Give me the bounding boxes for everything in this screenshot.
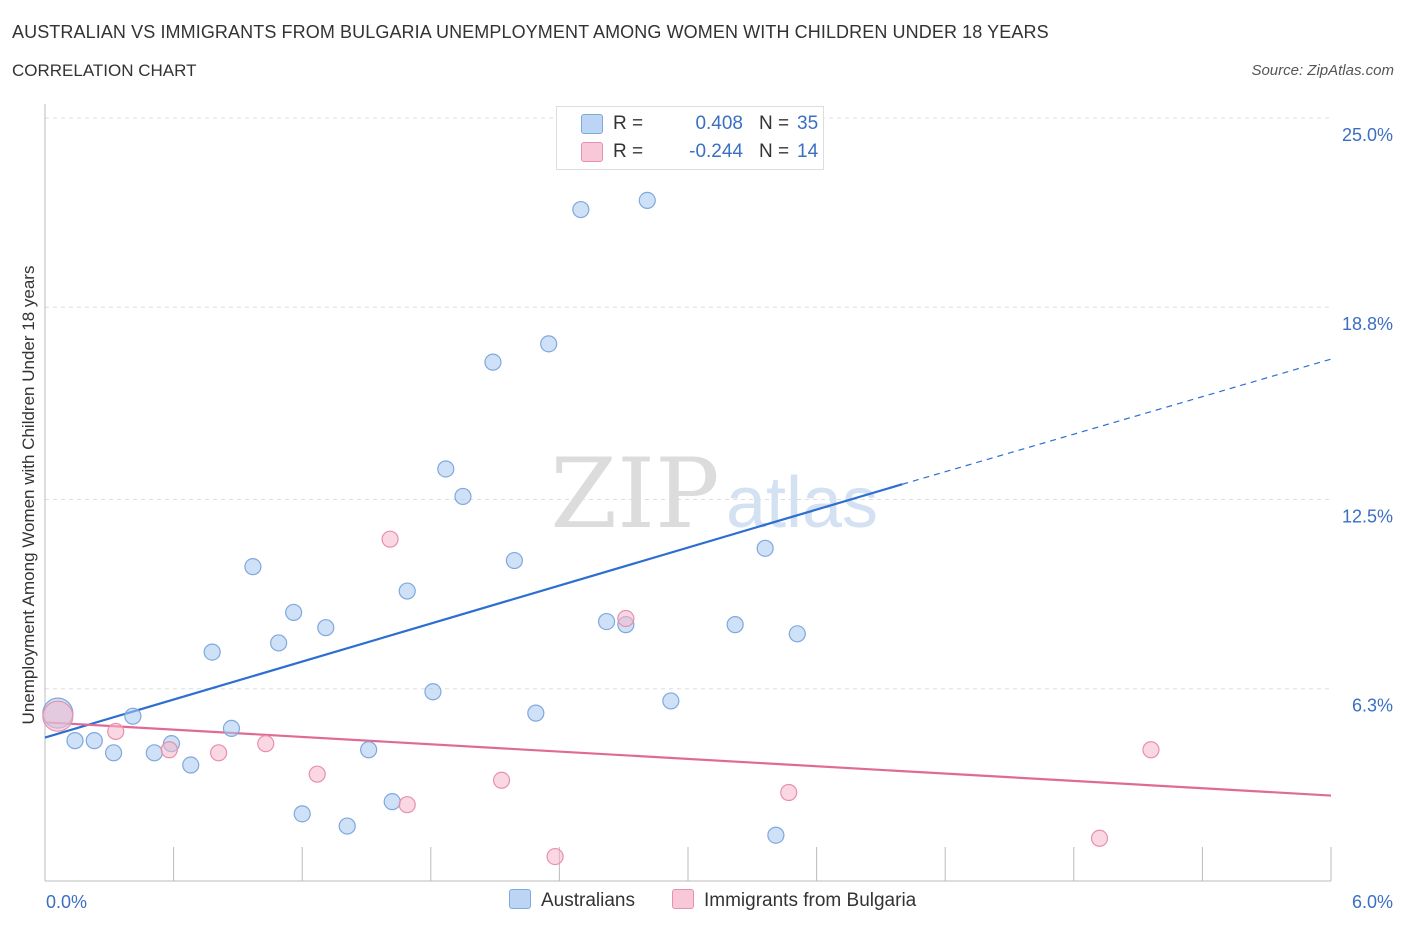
australians-point[interactable]	[540, 335, 558, 353]
australians-point[interactable]	[85, 732, 103, 750]
australians-point[interactable]	[767, 826, 785, 844]
australians-legend-swatch	[509, 889, 531, 909]
n-label: N =	[759, 141, 790, 162]
axes	[44, 104, 1332, 882]
australians-point[interactable]	[662, 692, 680, 710]
y-axis-label: Unemployment Among Women with Children U…	[19, 266, 38, 725]
bulgaria-point[interactable]	[617, 609, 635, 628]
bulgaria-point[interactable]	[780, 783, 798, 802]
bulgaria-point[interactable]	[546, 847, 564, 866]
chart-title: AUSTRALIAN VS IMMIGRANTS FROM BULGARIA U…	[12, 22, 1049, 42]
australians-point[interactable]	[203, 643, 221, 661]
bulgaria-point[interactable]	[492, 771, 511, 789]
y-tick-label: 12.5%	[1342, 507, 1393, 527]
x-tick-label: 6.0%	[1352, 892, 1393, 912]
australians-point[interactable]	[638, 191, 656, 210]
chart-subtitle: CORRELATION CHART	[12, 61, 197, 80]
legend-label: Immigrants from Bulgaria	[704, 890, 917, 911]
australians-point[interactable]	[182, 756, 200, 774]
australians-point[interactable]	[270, 634, 288, 652]
r-label: R =	[613, 113, 644, 134]
australians-point[interactable]	[104, 744, 123, 762]
legend-label: Australians	[541, 890, 635, 911]
r-value: 0.408	[695, 113, 743, 134]
australians-point[interactable]	[726, 616, 744, 634]
stats-legend: R = 0.408 N = 35 R = -0.244 N = 14	[556, 106, 824, 170]
data-points	[42, 191, 1160, 866]
australians-swatch	[581, 114, 603, 134]
australians-point[interactable]	[597, 612, 616, 631]
r-value: -0.244	[689, 141, 743, 162]
australians-point[interactable]	[437, 460, 455, 478]
trend-line-australians	[44, 483, 903, 739]
source-credit: Source: ZipAtlas.com	[1251, 62, 1394, 79]
australians-point[interactable]	[424, 683, 442, 701]
trend-line-extension	[902, 358, 1332, 485]
grid-lines	[45, 117, 1331, 690]
legend-item-bulgaria[interactable]: Immigrants from Bulgaria	[672, 889, 916, 912]
watermark: ZIP atlas	[550, 438, 878, 550]
australians-point[interactable]	[244, 558, 262, 576]
australians-point[interactable]	[285, 603, 303, 622]
australians-point[interactable]	[145, 744, 163, 762]
bulgaria-point[interactable]	[42, 700, 74, 732]
n-label: N =	[759, 113, 790, 134]
watermark-zip: ZIP	[550, 438, 719, 550]
bulgaria-point[interactable]	[381, 530, 399, 548]
bulgaria-point[interactable]	[398, 796, 416, 814]
y-tick-label: 18.8%	[1342, 314, 1393, 334]
n-value: 35	[797, 113, 819, 134]
watermark-atlas: atlas	[726, 463, 878, 543]
australians-point[interactable]	[383, 793, 401, 811]
x-tick-label: 0.0%	[46, 892, 87, 912]
bulgaria-point[interactable]	[107, 722, 125, 741]
bulgaria-point[interactable]	[1090, 829, 1109, 847]
australians-point[interactable]	[398, 582, 416, 600]
r-label: R =	[613, 141, 644, 162]
australians-point[interactable]	[124, 707, 142, 725]
australians-point[interactable]	[360, 741, 378, 759]
trend-lines	[44, 358, 1332, 797]
bulgaria-legend-swatch	[672, 889, 694, 909]
y-tick-label: 6.3%	[1352, 696, 1393, 716]
australians-point[interactable]	[66, 732, 84, 750]
australians-point[interactable]	[222, 719, 241, 738]
legend-item-australians[interactable]: Australians	[509, 889, 635, 912]
trend-line-bulgaria	[44, 721, 1332, 797]
australians-point[interactable]	[527, 704, 545, 722]
australians-point[interactable]	[338, 817, 356, 835]
y-tick-label: 25.0%	[1342, 125, 1393, 145]
australians-point[interactable]	[454, 487, 472, 506]
australians-point[interactable]	[484, 353, 502, 371]
bulgaria-point[interactable]	[210, 744, 228, 762]
australians-point[interactable]	[788, 625, 806, 643]
n-value: 14	[797, 141, 819, 162]
bulgaria-point[interactable]	[308, 765, 326, 783]
bulgaria-point[interactable]	[1142, 741, 1160, 759]
australians-point[interactable]	[505, 551, 523, 570]
bulgaria-point[interactable]	[160, 741, 178, 759]
bulgaria-swatch	[581, 142, 603, 162]
bulgaria-point[interactable]	[257, 735, 275, 753]
australians-point[interactable]	[317, 619, 335, 637]
australians-point[interactable]	[572, 200, 590, 219]
australians-point[interactable]	[756, 539, 774, 557]
australians-point[interactable]	[293, 805, 311, 823]
tick-labels: 6.3% 12.5% 18.8% 25.0% 0.0% 6.0%	[46, 125, 1393, 912]
